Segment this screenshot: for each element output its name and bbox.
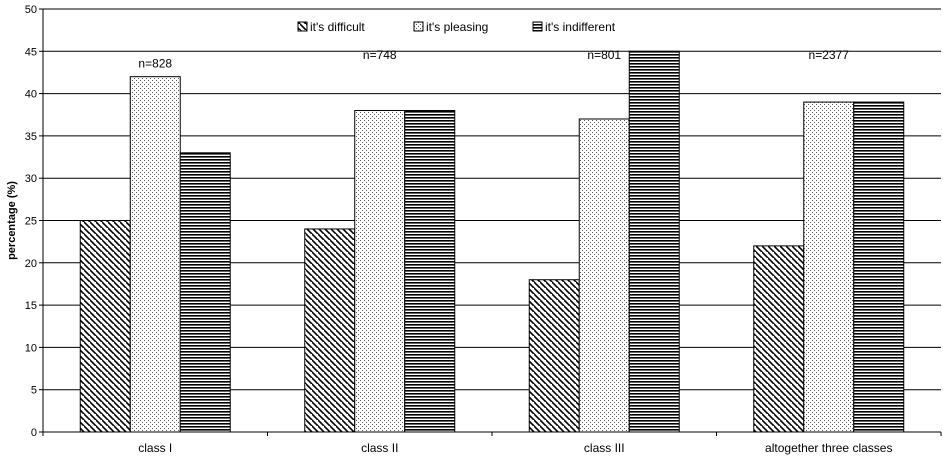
bar-diagonal <box>304 228 356 433</box>
x-tick-label: class II <box>361 441 398 455</box>
y-tick-label: 15 <box>25 300 37 312</box>
bar-dots <box>803 101 855 433</box>
bar-diagonal <box>753 245 805 433</box>
y-tick-label: 50 <box>25 4 37 16</box>
bar-dots <box>354 110 406 433</box>
sample-size-label: n=801 <box>587 48 621 62</box>
bars <box>79 50 905 433</box>
x-tick-label: class III <box>584 441 625 455</box>
bar-dots <box>129 76 181 433</box>
legend-swatch <box>532 21 543 32</box>
x-tick-label: altogether three classes <box>765 441 892 455</box>
sample-size-label: n=748 <box>363 48 397 62</box>
bar-diagonal <box>528 279 580 433</box>
legend-swatch <box>413 21 424 32</box>
legend-label: it's difficult <box>310 20 365 34</box>
x-tick-label: class I <box>138 441 172 455</box>
y-tick-label: 10 <box>25 342 37 354</box>
y-tick-label: 20 <box>25 258 37 270</box>
y-axis-title: percentage (%) <box>6 181 18 260</box>
legend-swatch <box>297 21 308 32</box>
y-tick-label: 0 <box>31 427 37 439</box>
legend: it's difficult it's pleasing it's indiffer… <box>297 20 616 34</box>
legend-label: it's pleasing <box>426 20 488 34</box>
y-tick-label: 40 <box>25 89 37 101</box>
bar-dots <box>578 118 630 433</box>
legend-label: it's indifferent <box>545 20 616 34</box>
y-tick-label: 35 <box>25 131 37 143</box>
sample-size-label: n=828 <box>138 57 172 71</box>
labels: class I n=828 class II n=748 class III n=801 a… <box>138 48 892 455</box>
bar-horizontal <box>404 110 456 433</box>
sample-size-label: n=2377 <box>809 48 850 62</box>
y-tick-label: 30 <box>25 173 37 185</box>
bar-horizontal <box>179 152 231 433</box>
bar-horizontal <box>853 101 905 433</box>
bar-diagonal <box>79 220 131 433</box>
bar-horizontal <box>628 50 680 433</box>
y-tick-label: 5 <box>31 385 37 397</box>
y-tick-label: 45 <box>25 46 37 58</box>
y-tick-label: 25 <box>25 216 37 228</box>
